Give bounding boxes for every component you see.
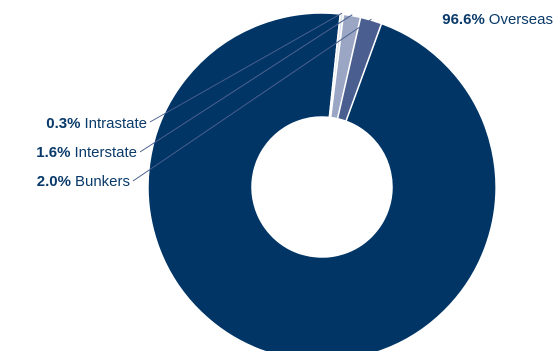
- label-intrastate: 0.3% Intrastate: [46, 115, 147, 132]
- leader-intrastate: [149, 12, 343, 123]
- name-overseas: Overseas: [489, 11, 553, 28]
- value-overseas: 96.6%: [442, 11, 485, 28]
- label-overseas: 96.6% Overseas: [442, 11, 553, 28]
- leader-interstate: [139, 14, 353, 153]
- leader-bunkers: [132, 18, 372, 182]
- donut-slices: [147, 12, 497, 351]
- value-interstate: 1.6%: [36, 144, 70, 161]
- name-bunkers: Bunkers: [75, 173, 130, 190]
- label-bunkers: 2.0% Bunkers: [37, 173, 130, 190]
- slice-bunkers: [336, 16, 383, 123]
- value-bunkers: 2.0%: [37, 173, 71, 190]
- name-interstate: Interstate: [74, 144, 137, 161]
- label-interstate: 1.6% Interstate: [36, 144, 137, 161]
- name-intrastate: Intrastate: [84, 115, 147, 132]
- leader-lines: [132, 12, 372, 182]
- slice-overseas: [147, 12, 497, 351]
- value-intrastate: 0.3%: [46, 115, 80, 132]
